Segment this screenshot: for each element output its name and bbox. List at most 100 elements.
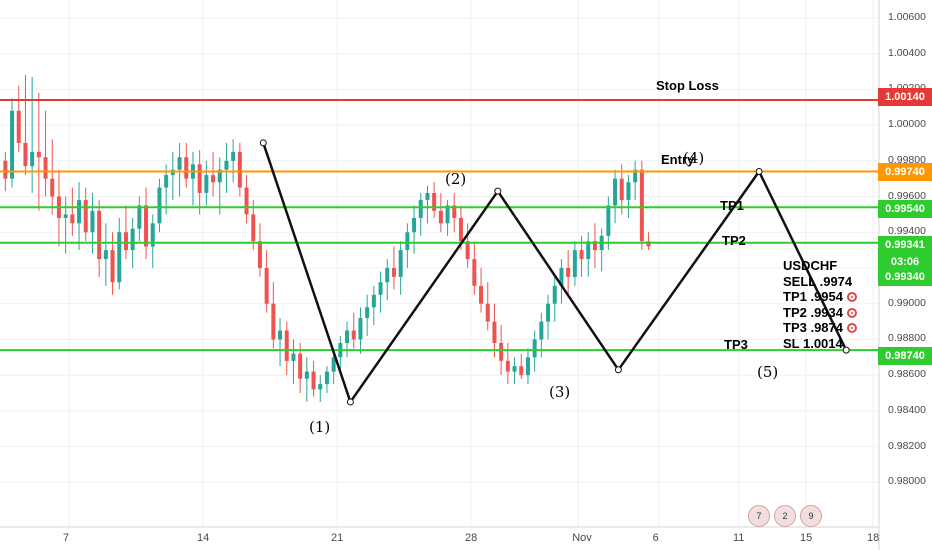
candle-body (77, 200, 82, 224)
y-tick-label: 0.99400 (888, 225, 926, 238)
y-tick-label: 0.98000 (888, 475, 926, 488)
candle-body (204, 175, 209, 193)
wave-path (259, 139, 850, 406)
wave-label-3: (3) (549, 383, 571, 401)
candle-body (177, 157, 182, 170)
candle-body (633, 169, 638, 183)
candle-body (499, 342, 504, 361)
y-tick-label: 0.98600 (888, 368, 926, 381)
candle-body (519, 366, 524, 376)
event-marker[interactable]: 2 (774, 505, 796, 527)
candle-body (452, 205, 457, 218)
wave-point[interactable] (259, 139, 267, 147)
grid (0, 0, 878, 527)
badge-time: 03:06 (878, 253, 932, 271)
stop-loss-label: Stop Loss (656, 78, 719, 93)
candle-body (63, 214, 68, 218)
candle-body (211, 175, 216, 183)
candle-body (365, 307, 370, 318)
wave-point[interactable] (494, 187, 502, 195)
y-tick-label: 0.98800 (888, 332, 926, 345)
note-tp1: TP1 .9954 (783, 289, 857, 305)
candle-body (164, 175, 169, 188)
wave-point[interactable] (346, 398, 354, 406)
candle-body (117, 232, 122, 283)
candle-body (586, 241, 591, 260)
wave-line[interactable] (262, 142, 848, 405)
candle-body (70, 214, 75, 224)
candle-body (36, 151, 41, 158)
candle-body (592, 241, 597, 251)
candle-body (606, 205, 611, 236)
candle-body (579, 250, 584, 260)
candle-body (485, 303, 490, 322)
candle-body (465, 241, 470, 260)
candle-body (123, 232, 128, 251)
badge-tp1: 0.99540 (878, 200, 932, 218)
candle-body (311, 371, 316, 390)
wave-point[interactable] (842, 346, 850, 354)
y-tick-label: 0.98200 (888, 439, 926, 452)
target-icon (847, 292, 857, 302)
event-marker[interactable]: 7 (748, 505, 770, 527)
candle-body (298, 353, 303, 379)
candle-body (619, 178, 624, 201)
candle-body (639, 169, 644, 242)
candle-body (103, 250, 108, 260)
y-tick-label: 1.00600 (888, 10, 926, 23)
trade-notes: USDCHF SELL .9974 TP1 .9954 TP2 .9934 TP… (783, 258, 857, 351)
candle-body (613, 178, 618, 206)
wave-point[interactable] (755, 167, 763, 175)
wave-label-2: (2) (445, 170, 467, 188)
tp3-label: TP3 (724, 337, 748, 352)
x-tick-label: 18 (867, 532, 880, 544)
note-sl: SL 1.0014 (783, 335, 843, 351)
candle-body (137, 205, 142, 229)
candle-body (378, 282, 383, 295)
target-icon (847, 323, 857, 333)
y-tick-label: 0.98400 (888, 403, 926, 416)
candle-body (512, 366, 517, 372)
x-tick-label: 28 (465, 532, 478, 544)
candle-body (150, 223, 155, 247)
y-tick-label: 0.99000 (888, 296, 926, 309)
candle-body (472, 259, 477, 286)
candle-body (532, 339, 537, 358)
candle-body (546, 303, 551, 322)
y-tick-label: 0.99600 (888, 189, 926, 202)
wave-label-5: (5) (757, 363, 779, 381)
candle-body (271, 303, 276, 340)
candle-body (10, 110, 15, 179)
candle-body (231, 151, 236, 161)
entry-label: Entry (661, 152, 695, 167)
candle-body (398, 250, 403, 277)
candle-body (83, 200, 88, 233)
candle-body (184, 157, 189, 179)
wave-label-4: (4) (683, 149, 705, 167)
candle-body (385, 267, 390, 283)
x-tick-label: 11 (733, 532, 745, 544)
x-tick-label: 15 (800, 532, 813, 544)
event-marker[interactable]: 9 (800, 505, 822, 527)
candle-body (130, 228, 135, 251)
badge-tp2: 0.99341 (878, 236, 932, 254)
tp1-label: TP1 (720, 198, 744, 213)
x-tick-label: Nov (572, 532, 592, 544)
candle-body (284, 330, 289, 361)
wave-label-1: (1) (309, 418, 331, 436)
candle-body (237, 151, 242, 188)
badge-hidden: 0.99340 (878, 268, 932, 286)
candle-body (97, 210, 102, 260)
candle-body (405, 232, 410, 251)
candle-body (324, 371, 329, 385)
note-sell: SELL .9974 (783, 273, 853, 289)
note-tp3: TP3 .9874 (783, 320, 857, 336)
note-tp2: TP2 .9934 (783, 305, 857, 321)
candle-body (626, 182, 631, 201)
note-pair: USDCHF (783, 258, 838, 273)
candle-body (318, 384, 323, 390)
candle-body (30, 151, 35, 167)
wave-point[interactable] (614, 366, 622, 374)
candle-body (412, 217, 417, 233)
